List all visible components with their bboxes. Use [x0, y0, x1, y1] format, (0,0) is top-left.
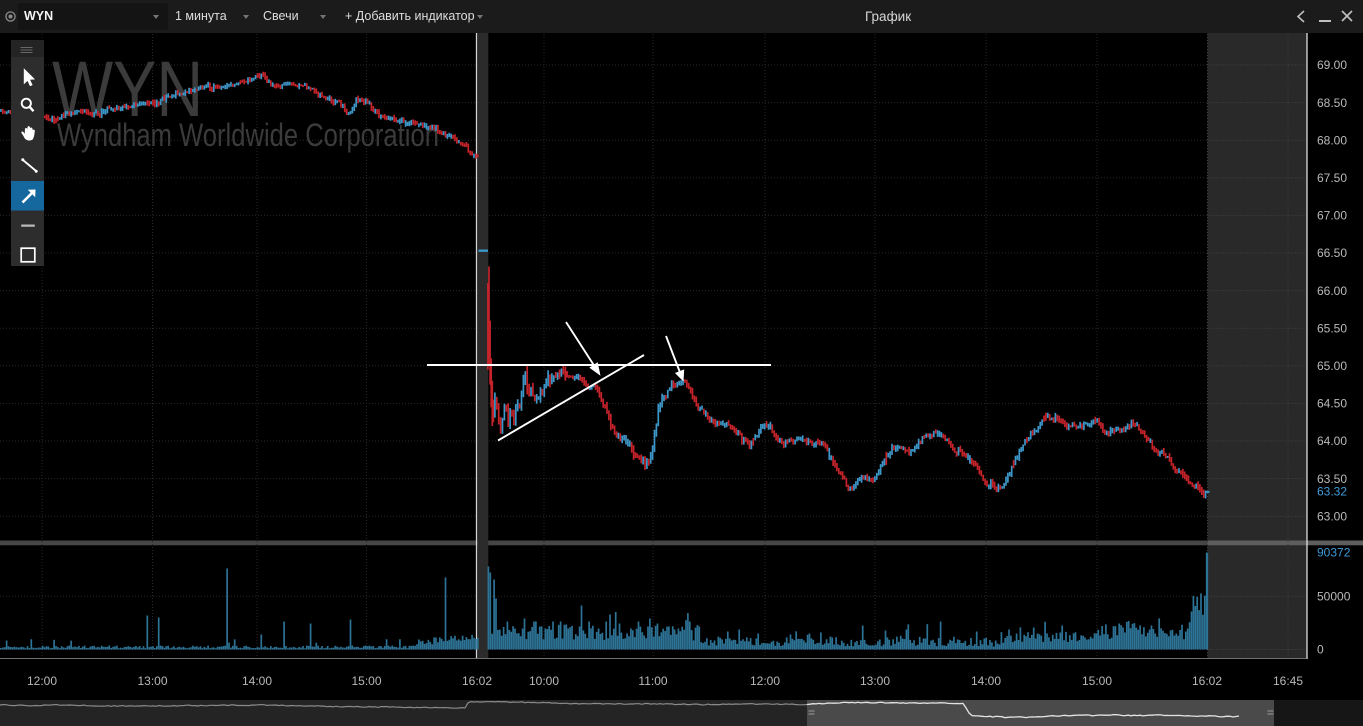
svg-text:63.32: 63.32 [1317, 485, 1347, 499]
svg-text:66.50: 66.50 [1317, 246, 1347, 260]
svg-text:69.00: 69.00 [1317, 58, 1347, 72]
svg-text:67.00: 67.00 [1317, 209, 1347, 223]
svg-text:12:00: 12:00 [27, 674, 57, 688]
svg-text:68.50: 68.50 [1317, 96, 1347, 110]
svg-text:11:00: 11:00 [638, 674, 667, 688]
svg-text:14:00: 14:00 [971, 674, 1001, 688]
svg-text:13:00: 13:00 [137, 674, 167, 688]
svg-text:67.50: 67.50 [1317, 171, 1347, 185]
svg-text:16:02: 16:02 [462, 674, 492, 688]
svg-text:65.00: 65.00 [1317, 359, 1347, 373]
svg-text:66.00: 66.00 [1317, 284, 1347, 298]
svg-text:65.50: 65.50 [1317, 321, 1347, 335]
svg-text:16:45: 16:45 [1273, 674, 1303, 688]
svg-text:90372: 90372 [1317, 546, 1351, 560]
svg-text:12:00: 12:00 [750, 674, 780, 688]
svg-text:13:00: 13:00 [860, 674, 890, 688]
svg-text:10:00: 10:00 [529, 674, 559, 688]
svg-text:15:00: 15:00 [351, 674, 381, 688]
svg-text:0: 0 [1317, 643, 1324, 657]
svg-text:15:00: 15:00 [1082, 674, 1112, 688]
svg-text:64.50: 64.50 [1317, 397, 1347, 411]
svg-text:WYN: WYN [52, 46, 203, 133]
svg-text:50000: 50000 [1317, 590, 1351, 604]
svg-text:Wyndham Worldwide Corporation: Wyndham Worldwide Corporation [57, 118, 439, 153]
svg-text:14:00: 14:00 [242, 674, 272, 688]
svg-text:68.00: 68.00 [1317, 133, 1347, 147]
svg-text:16:02: 16:02 [1192, 674, 1222, 688]
svg-text:64.00: 64.00 [1317, 434, 1347, 448]
svg-text:63.50: 63.50 [1317, 472, 1347, 486]
svg-text:63.00: 63.00 [1317, 509, 1347, 523]
